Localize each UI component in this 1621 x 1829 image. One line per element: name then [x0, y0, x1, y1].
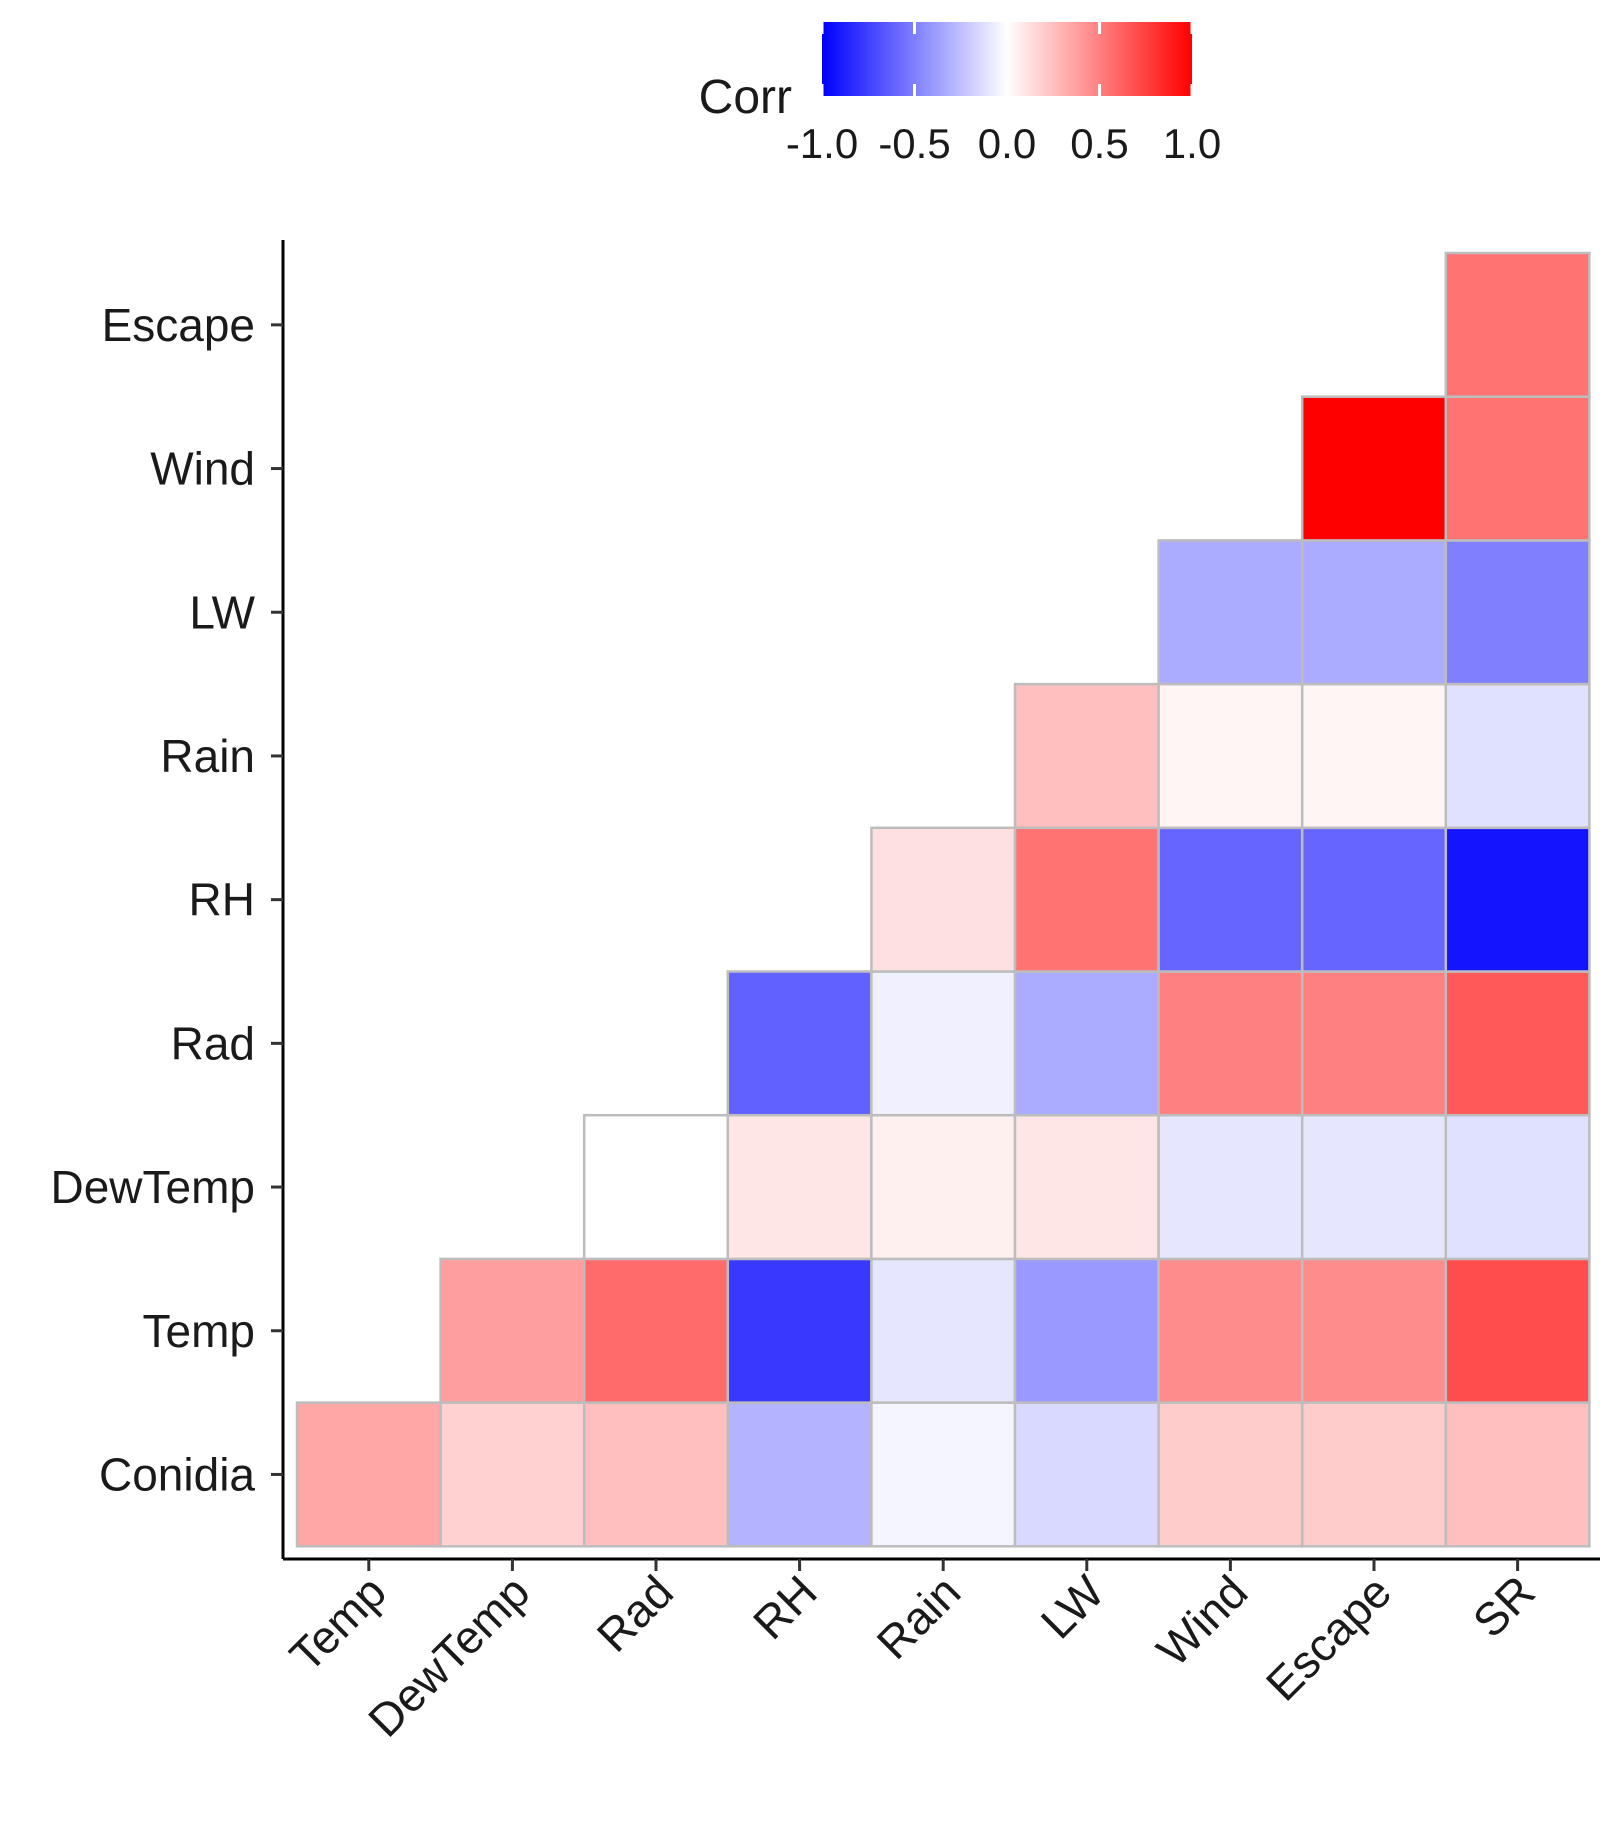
heatmap-cell-temp-dewtemp — [439, 1257, 586, 1404]
heatmap-cell-rad-rh — [726, 970, 873, 1117]
heatmap-cell-dewtemp-rh — [726, 1113, 873, 1261]
heatmap-cell-wind-sr — [1444, 395, 1591, 542]
x-tick-label-wind: Wind — [1147, 1565, 1258, 1676]
heatmap-cell-conidia-rain — [870, 1401, 1017, 1548]
heatmap-cell-dewtemp-lw — [1013, 1113, 1160, 1261]
legend-tick-label: 0.0 — [978, 120, 1036, 167]
legend-tick-label: -1.0 — [786, 120, 858, 167]
y-tick-label-rad: Rad — [171, 1017, 255, 1069]
heatmap-cell-conidia-escape — [1300, 1401, 1448, 1548]
y-tick-label-temp: Temp — [143, 1305, 255, 1357]
heatmap-cell-conidia-temp — [295, 1401, 442, 1548]
heatmap-cell-temp-rain — [870, 1257, 1017, 1404]
y-tick-label-dewtemp: DewTemp — [50, 1161, 255, 1213]
heatmap-cell-rh-wind — [1157, 826, 1304, 973]
y-tick-label-rh: RH — [189, 874, 255, 926]
heatmap-cell-dewtemp-wind — [1157, 1113, 1304, 1261]
heatmap-cell-lw-sr — [1444, 539, 1591, 686]
heatmap-cell-temp-rad — [582, 1257, 730, 1404]
heatmap-cell-dewtemp-rad — [582, 1113, 730, 1261]
heatmap-cell-rain-escape — [1300, 682, 1448, 830]
x-tick-label-lw: LW — [1031, 1565, 1115, 1649]
heatmap-cell-rain-sr — [1444, 682, 1591, 830]
heatmap-cell-escape-sr — [1444, 251, 1591, 398]
heatmap-cell-rh-rain — [870, 826, 1017, 973]
x-tick-label-rain: Rain — [867, 1565, 971, 1669]
heatmap-cell-rh-lw — [1013, 826, 1160, 973]
heatmap-cell-rad-lw — [1013, 970, 1160, 1117]
heatmap-cell-temp-wind — [1157, 1257, 1304, 1404]
heatmap-cell-dewtemp-escape — [1300, 1113, 1448, 1261]
y-tick-label-wind: Wind — [150, 443, 255, 495]
y-tick-label-rain: Rain — [160, 730, 255, 782]
heatmap-cell-conidia-wind — [1157, 1401, 1304, 1548]
legend-colorbar — [822, 22, 1192, 96]
heatmap-cell-rad-escape — [1300, 970, 1448, 1117]
heatmap-cell-rh-escape — [1300, 826, 1448, 973]
heatmap-cell-rad-wind — [1157, 970, 1304, 1117]
heatmap-cell-temp-lw — [1013, 1257, 1160, 1404]
heatmap-cell-lw-wind — [1157, 539, 1304, 686]
axes — [271, 240, 1600, 1571]
x-tick-label-rad: Rad — [587, 1565, 683, 1661]
heatmap-cell-rain-lw — [1013, 682, 1160, 830]
legend-tick-label: -0.5 — [878, 120, 950, 167]
legend-tick-label: 1.0 — [1163, 120, 1221, 167]
color-legend: Corr -1.0 -0.5 0.0 0.5 1.0 — [699, 22, 1221, 167]
heatmap-cell-conidia-sr — [1444, 1401, 1591, 1548]
heatmap-cell-lw-escape — [1300, 539, 1448, 686]
y-tick-label-conidia: Conidia — [99, 1448, 255, 1500]
heatmap-cell-wind-escape — [1300, 395, 1448, 542]
heatmap-cell-conidia-rad — [582, 1401, 730, 1548]
heatmap-cell-temp-escape — [1300, 1257, 1448, 1404]
heatmap-cell-rain-wind — [1157, 682, 1304, 830]
x-tick-label-temp: Temp — [280, 1565, 396, 1681]
x-tick-label-escape: Escape — [1256, 1565, 1401, 1710]
heatmap-cell-dewtemp-rain — [870, 1113, 1017, 1261]
heatmap-cell-rh-sr — [1444, 826, 1591, 973]
heatmap-cell-temp-rh — [726, 1257, 873, 1404]
x-tick-label-sr: SR — [1463, 1565, 1545, 1647]
legend-title: Corr — [699, 71, 792, 124]
heatmap-cell-conidia-rh — [726, 1401, 873, 1548]
legend-tick-label: 0.5 — [1070, 120, 1128, 167]
heatmap-cell-conidia-lw — [1013, 1401, 1160, 1548]
x-tick-label-rh: RH — [743, 1565, 827, 1649]
heatmap-cell-dewtemp-sr — [1444, 1113, 1591, 1261]
y-axis-labels: Conidia Temp DewTemp Rad RH Rain LW Wind Escape — [50, 299, 255, 1501]
heatmap-cell-rad-sr — [1444, 970, 1591, 1117]
y-tick-label-escape: Escape — [102, 299, 255, 351]
heatmap-cell-temp-sr — [1444, 1257, 1591, 1404]
heatmap-cell-rad-rain — [870, 970, 1017, 1117]
y-tick-label-lw: LW — [189, 586, 255, 638]
heatmap-cell-conidia-dewtemp — [439, 1401, 586, 1548]
heatmap-cells — [295, 251, 1591, 1548]
